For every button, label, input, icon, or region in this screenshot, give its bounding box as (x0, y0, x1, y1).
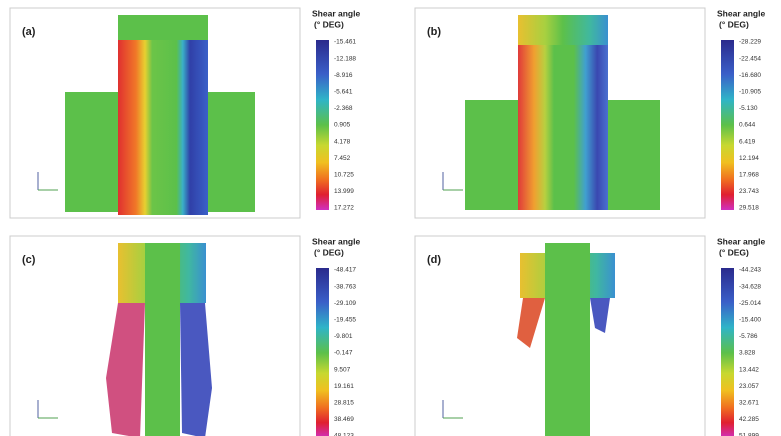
part (518, 15, 608, 45)
legend-tick: 10.725 (334, 172, 354, 179)
panel-label: (b) (427, 26, 441, 38)
part (118, 15, 208, 215)
part (145, 243, 180, 436)
part (180, 303, 212, 436)
legend-tick: -5.130 (739, 105, 758, 112)
legend-tick: -5.786 (739, 333, 758, 340)
legend-tick: -38.763 (334, 283, 356, 290)
legend-tick: -9.801 (334, 333, 353, 340)
part (118, 15, 208, 40)
part (590, 298, 610, 333)
legend-tick: 32.671 (739, 400, 759, 407)
panel-label: (c) (22, 254, 36, 266)
part (518, 15, 608, 210)
legend-tick: 42.285 (739, 416, 759, 423)
legend-tick: 51.899 (739, 433, 759, 436)
legend-tick: -44.243 (739, 267, 761, 274)
legend-tick: 6.419 (739, 138, 756, 145)
legend-title: Shear angle (312, 236, 360, 246)
legend-tick: 13.442 (739, 366, 759, 373)
legend-tick: -48.417 (334, 267, 356, 274)
panel: (a) Shear angle(° DEG) -15.461 -12.188 -8.91… (9, 7, 360, 219)
legend-tick: 48.123 (334, 433, 354, 436)
legend-tick: 0.905 (334, 122, 351, 129)
part (106, 303, 145, 436)
legend-title: Shear angle (717, 8, 765, 18)
legend-unit: (° DEG) (314, 247, 344, 257)
legend-tick: -2.368 (334, 105, 353, 112)
legend-tick: 4.178 (334, 138, 351, 145)
legend-unit: (° DEG) (314, 19, 344, 29)
legend-tick: 7.452 (334, 155, 351, 162)
legend-tick: 28.815 (334, 400, 354, 407)
color-bar (316, 40, 329, 210)
legend-tick: 3.828 (739, 350, 756, 357)
legend-unit: (° DEG) (719, 247, 749, 257)
legend-tick: -19.455 (334, 317, 356, 324)
legend-tick: -0.147 (334, 350, 353, 357)
panel: (d) Shear angle(° DEG) -44.243 -34.628 -25.0… (414, 235, 765, 436)
panel-label: (d) (427, 254, 441, 266)
panel: (b) Shear angle(° DEG) -28.229 -22.454 -16.6… (414, 7, 765, 219)
legend-tick: 19.161 (334, 383, 354, 390)
legend-tick: -8.916 (334, 72, 353, 79)
color-bar (316, 268, 329, 436)
legend-unit: (° DEG) (719, 19, 749, 29)
panel: (c) Shear angle(° DEG) -48.417 -38.763 -29.1… (9, 235, 360, 436)
legend-tick: 29.518 (739, 205, 759, 212)
legend-tick: -16.680 (739, 72, 761, 79)
legend-tick: -5.641 (334, 89, 353, 96)
color-bar (721, 268, 734, 436)
legend-tick: 23.743 (739, 188, 759, 195)
legend-title: Shear angle (717, 236, 765, 246)
legend-tick: 12.194 (739, 155, 759, 162)
legend-tick: 38.469 (334, 416, 354, 423)
legend-tick: 0.644 (739, 122, 756, 129)
legend-tick: 13.999 (334, 188, 354, 195)
legend-tick: -25.014 (739, 300, 761, 307)
part (545, 243, 590, 436)
legend-tick: -28.229 (739, 39, 761, 46)
legend-tick: -34.628 (739, 283, 761, 290)
part (517, 298, 545, 348)
legend-title: Shear angle (312, 8, 360, 18)
legend-tick: -22.454 (739, 55, 761, 62)
legend-tick: 9.507 (334, 366, 351, 373)
panel-label: (a) (22, 26, 36, 38)
legend-tick: -29.109 (334, 300, 356, 307)
legend-tick: 23.057 (739, 383, 759, 390)
legend-tick: -10.905 (739, 89, 761, 96)
legend-tick: -12.188 (334, 55, 356, 62)
color-bar (721, 40, 734, 210)
legend-tick: -15.400 (739, 317, 761, 324)
legend-tick: 17.968 (739, 172, 759, 179)
legend-tick: 17.272 (334, 205, 354, 212)
legend-tick: -15.461 (334, 39, 356, 46)
